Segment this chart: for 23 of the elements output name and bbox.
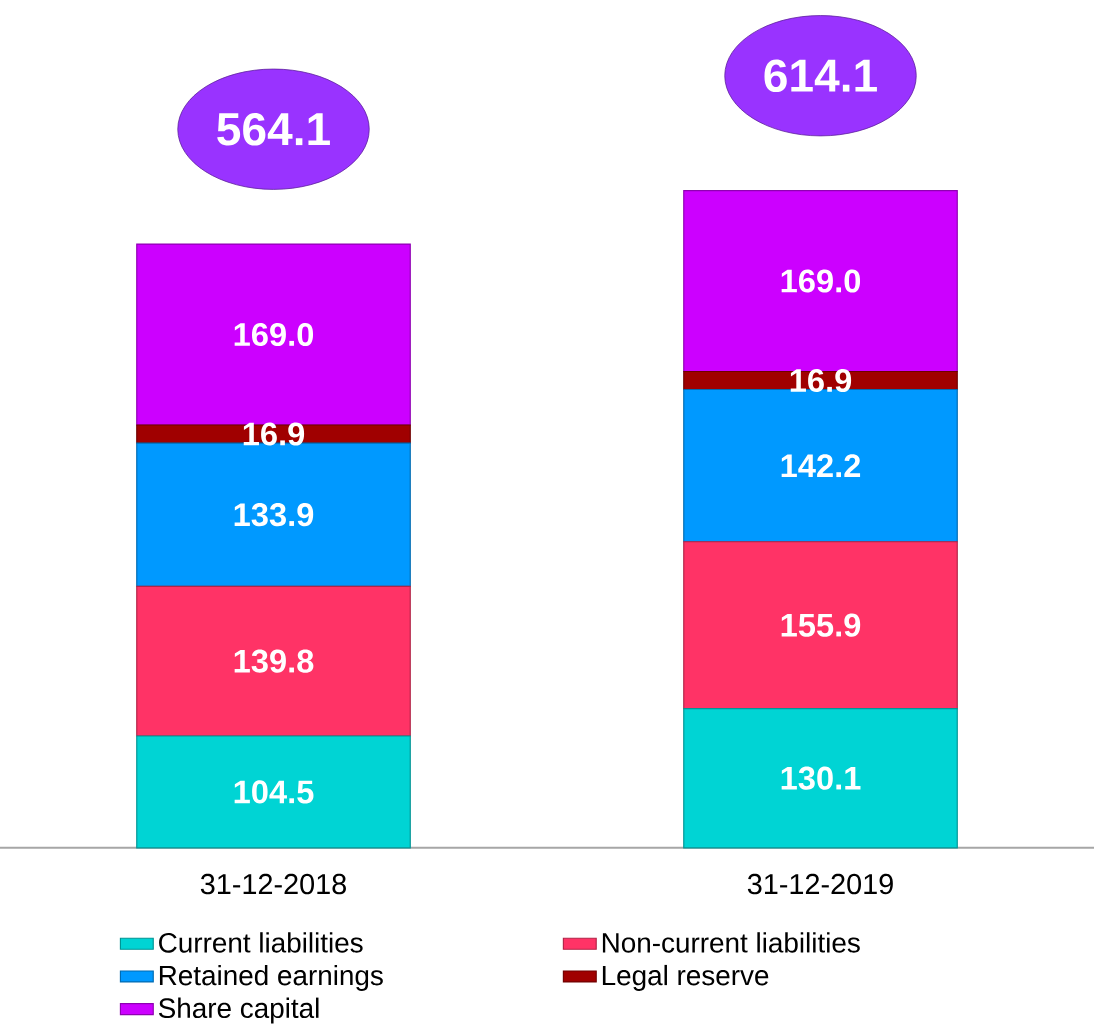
bar xyxy=(136,585,411,737)
legend-label: Legal reserve xyxy=(602,964,769,991)
data-label: 139.8 xyxy=(234,649,314,673)
bar xyxy=(683,541,958,710)
x-tick-label: 31-12-2019 xyxy=(747,873,893,895)
data-label: 16.9 xyxy=(790,368,852,393)
data-label: 133.9 xyxy=(234,503,314,527)
data-label: 16.9 xyxy=(243,422,305,446)
legend-label: Current liabilities xyxy=(159,932,363,953)
data-label: 169.0 xyxy=(234,323,314,347)
bar xyxy=(136,735,411,849)
x-tick-label: 31-12-2018 xyxy=(200,873,346,895)
bar xyxy=(683,708,958,849)
data-label: 169.0 xyxy=(781,269,861,293)
data-label: 155.9 xyxy=(781,613,861,637)
legend-label: Retained earnings xyxy=(159,964,383,991)
data-label: 142.2 xyxy=(781,454,861,478)
data-label: 130.1 xyxy=(781,766,861,790)
data-label: 104.5 xyxy=(234,780,314,804)
total-label: 614.1 xyxy=(764,59,877,93)
legend-label: Non-current liabilities xyxy=(602,932,860,953)
total-label: 564.1 xyxy=(217,112,330,146)
legend-label: Share capital xyxy=(158,997,319,1024)
